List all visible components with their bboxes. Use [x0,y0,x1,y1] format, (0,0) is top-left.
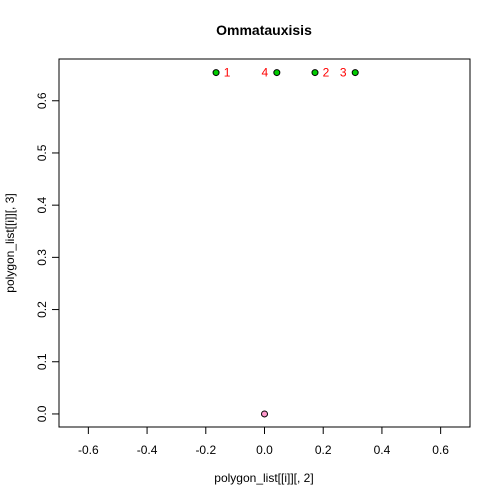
chart-title: Ommatauxisis [216,22,312,38]
point-label: 3 [340,66,347,80]
y-tick-label: 0.3 [35,249,49,266]
data-points [212,69,359,418]
x-axis-title: polygon_list[[i]][, 2] [214,471,313,485]
y-tick-label: 0.1 [35,353,49,370]
point-label: 2 [323,66,330,80]
x-tick-label: -0.6 [78,443,99,457]
x-tick-label: 0.4 [374,443,391,457]
data-point-green [212,69,220,77]
y-axis-title: polygon_list[[i]][, 3] [3,193,17,292]
x-tick-label: 0.2 [315,443,332,457]
x-tick-label: 0.6 [432,443,449,457]
point-label: 1 [224,66,231,80]
y-axis: 0.0 0.1 0.2 0.3 0.4 0.5 0.6 [35,92,60,422]
plot-frame [58,58,471,428]
data-point-green [311,69,319,77]
y-tick-label: 0.4 [35,196,49,213]
y-tick-label: 0.6 [35,92,49,109]
point-labels: 1 2 3 4 [224,66,347,80]
data-point-green [273,69,281,77]
data-point-green [351,69,359,77]
y-tick-label: 0.5 [35,144,49,161]
y-tick-label: 0.2 [35,301,49,318]
x-axis: -0.6 -0.4 -0.2 0.0 0.2 0.4 0.6 [78,426,449,457]
data-point-pink [261,410,268,418]
point-label: 4 [261,66,268,80]
x-tick-label: 0.0 [256,443,273,457]
x-tick-label: -0.4 [137,443,158,457]
x-tick-label: -0.2 [195,443,216,457]
y-tick-label: 0.0 [35,405,49,422]
